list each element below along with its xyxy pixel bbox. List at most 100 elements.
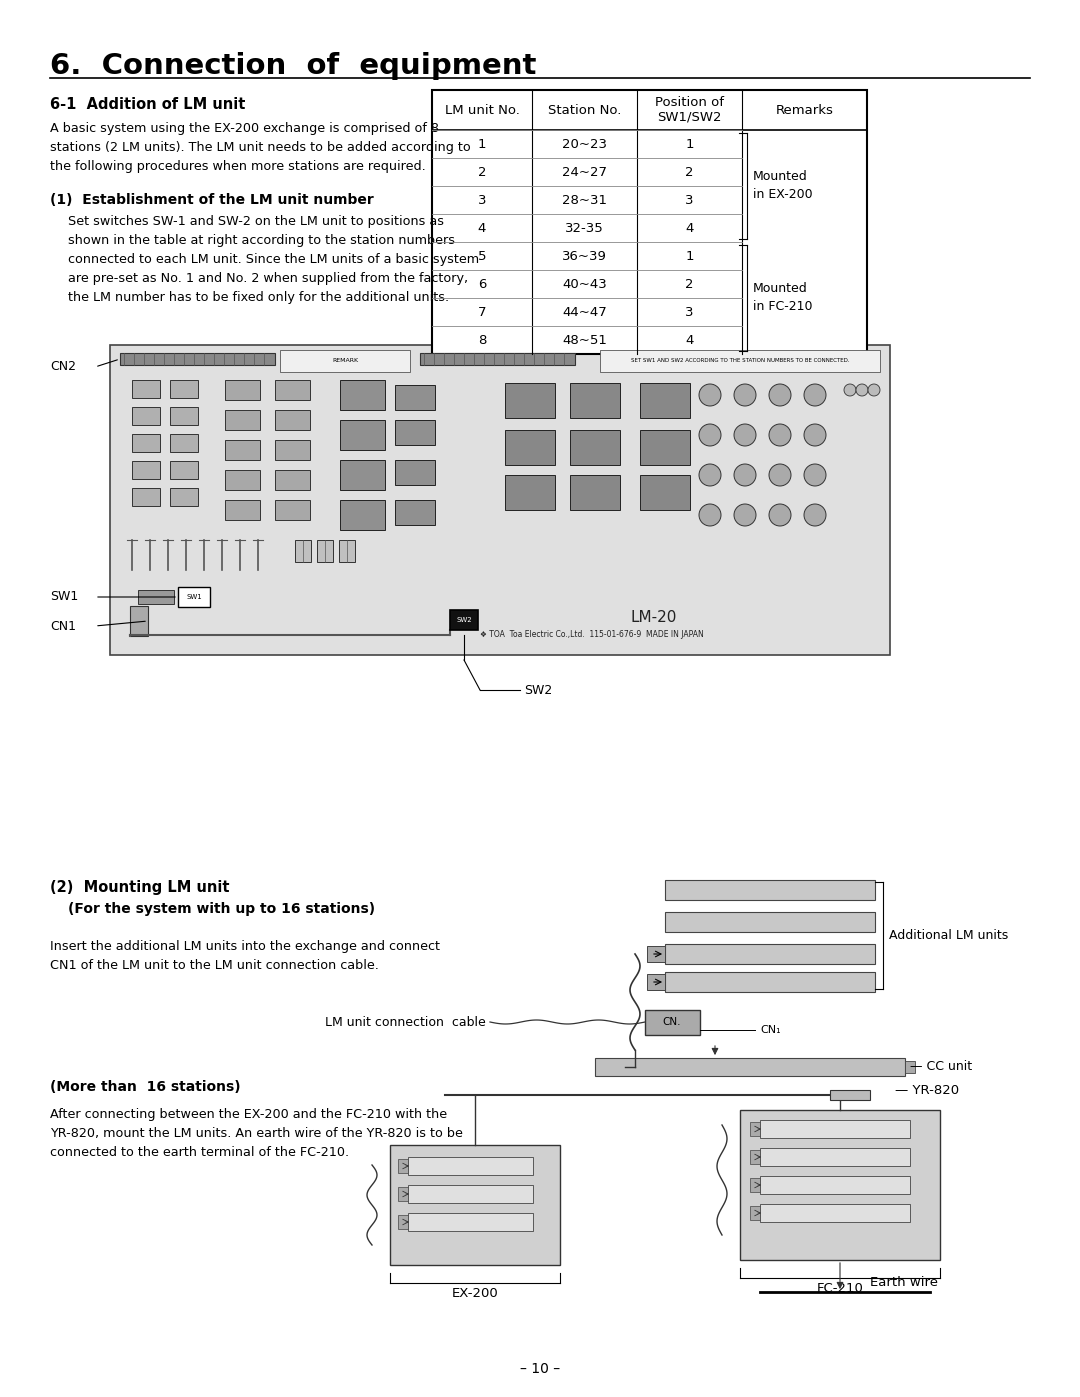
Bar [275,440,310,460]
Bar [225,500,260,520]
Text: Mounted
in FC-210: Mounted in FC-210 [753,282,812,313]
Text: Station No.: Station No. [548,103,621,116]
Text: LM unit connection  cable: LM unit connection cable [325,1016,486,1028]
Text: 5: 5 [477,250,486,263]
Text: Remarks: Remarks [775,103,834,116]
Bar [760,1148,910,1166]
Text: LM unit No.: LM unit No. [445,103,519,116]
Bar [505,475,555,510]
Text: CN₁: CN₁ [760,1025,781,1035]
Bar [178,587,210,608]
Bar [132,461,160,479]
Text: 6.  Connection  of  equipment: 6. Connection of equipment [50,52,537,80]
Circle shape [734,504,756,527]
Bar [225,440,260,460]
Bar [595,1058,905,1076]
Bar [432,89,867,353]
Bar [138,590,174,604]
Text: SW2: SW2 [456,617,472,623]
Circle shape [804,384,826,407]
Bar [130,606,148,636]
Bar [450,610,478,630]
Circle shape [734,384,756,407]
Bar [132,488,160,506]
Text: Set switches SW-1 and SW-2 on the LM unit to positions as
shown in the table at : Set switches SW-1 and SW-2 on the LM uni… [68,215,480,305]
Circle shape [856,384,868,395]
Bar [339,541,355,562]
Bar [647,946,665,963]
Bar [408,1157,534,1175]
Circle shape [734,464,756,486]
Bar [640,383,690,418]
Text: (2)  Mounting LM unit: (2) Mounting LM unit [50,880,229,895]
Bar [170,488,198,506]
Text: Additional LM units: Additional LM units [889,929,1009,942]
Bar [275,469,310,490]
Text: SW2: SW2 [524,683,552,697]
Text: 3: 3 [685,306,693,319]
Bar [170,434,198,453]
Bar [570,430,620,465]
Circle shape [699,464,721,486]
Text: SW1: SW1 [186,594,202,599]
Bar [831,1090,870,1099]
Bar [750,1178,760,1192]
Bar [408,1185,534,1203]
Text: EX-200: EX-200 [451,1287,498,1301]
Text: 1: 1 [477,137,486,151]
Text: 3: 3 [477,194,486,207]
Text: LM-20: LM-20 [630,610,676,624]
Bar [340,420,384,450]
Bar [750,1150,760,1164]
Text: 24~27: 24~27 [562,165,607,179]
Text: — YR-820: — YR-820 [895,1084,959,1097]
Bar [420,353,575,365]
Text: SW1: SW1 [50,591,78,604]
Text: – 10 –: – 10 – [519,1362,561,1376]
Bar [905,1060,915,1073]
Circle shape [868,384,880,395]
Bar [170,380,198,398]
Text: ❖ TOA  Toa Electric Co.,Ltd.  115-01-676-9  MADE IN JAPAN: ❖ TOA Toa Electric Co.,Ltd. 115-01-676-9… [480,630,704,638]
Text: 32-35: 32-35 [565,222,604,235]
Bar [275,380,310,400]
Text: 36~39: 36~39 [562,250,607,263]
Bar [295,541,311,562]
Bar [120,353,275,365]
Bar [665,912,875,932]
Bar [275,409,310,430]
Bar [395,500,435,525]
Bar [760,1120,910,1139]
Text: 1: 1 [685,250,693,263]
Bar [750,1206,760,1220]
Bar [408,1213,534,1231]
Bar [645,1010,700,1035]
Bar [740,1111,940,1260]
Text: SET SW1 AND SW2 ACCORDING TO THE STATION NUMBERS TO BE CONNECTED.: SET SW1 AND SW2 ACCORDING TO THE STATION… [631,359,849,363]
Bar [750,1122,760,1136]
Bar [505,383,555,418]
Text: (1)  Establishment of the LM unit number: (1) Establishment of the LM unit number [50,193,374,207]
Text: 8: 8 [477,334,486,346]
Bar [132,380,160,398]
Circle shape [769,504,791,527]
Bar [170,461,198,479]
Bar [110,345,890,655]
Bar [640,430,690,465]
Text: Position of
SW1/SW2: Position of SW1/SW2 [654,96,724,124]
Text: Mounted
in EX-200: Mounted in EX-200 [753,170,812,201]
Text: 7: 7 [477,306,486,319]
Bar [399,1187,408,1201]
Text: 44~47: 44~47 [562,306,607,319]
Circle shape [734,425,756,446]
Bar [505,430,555,465]
Text: 6: 6 [477,278,486,291]
Text: A basic system using the EX-200 exchange is comprised of 8
stations (2 LM units): A basic system using the EX-200 exchange… [50,122,471,173]
Circle shape [804,464,826,486]
Text: 2: 2 [685,278,693,291]
Circle shape [699,384,721,407]
Circle shape [804,425,826,446]
Bar [395,420,435,446]
Circle shape [769,425,791,446]
Text: 20~23: 20~23 [562,137,607,151]
